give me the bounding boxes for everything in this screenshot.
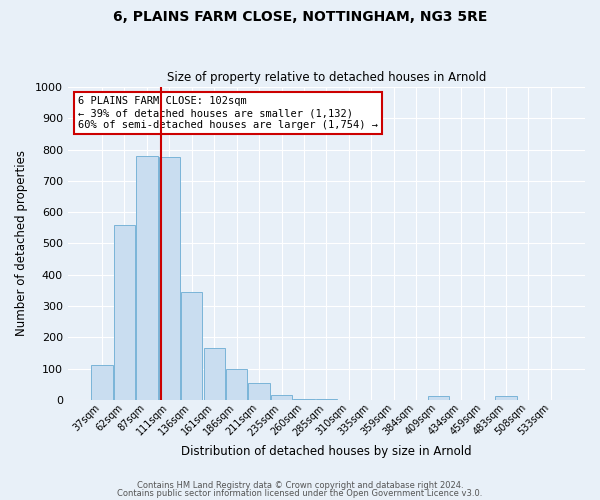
- Bar: [248, 382, 270, 400]
- Text: 6 PLAINS FARM CLOSE: 102sqm
← 39% of detached houses are smaller (1,132)
60% of : 6 PLAINS FARM CLOSE: 102sqm ← 39% of det…: [78, 96, 378, 130]
- Bar: [495, 396, 517, 400]
- Title: Size of property relative to detached houses in Arnold: Size of property relative to detached ho…: [167, 72, 486, 85]
- Bar: [181, 292, 202, 400]
- X-axis label: Distribution of detached houses by size in Arnold: Distribution of detached houses by size …: [181, 444, 472, 458]
- Text: Contains public sector information licensed under the Open Government Licence v3: Contains public sector information licen…: [118, 488, 482, 498]
- Text: 6, PLAINS FARM CLOSE, NOTTINGHAM, NG3 5RE: 6, PLAINS FARM CLOSE, NOTTINGHAM, NG3 5R…: [113, 10, 487, 24]
- Bar: [114, 224, 135, 400]
- Bar: [293, 399, 314, 400]
- Y-axis label: Number of detached properties: Number of detached properties: [15, 150, 28, 336]
- Bar: [226, 369, 247, 400]
- Bar: [316, 399, 337, 400]
- Bar: [136, 156, 158, 400]
- Bar: [428, 396, 449, 400]
- Bar: [203, 348, 225, 400]
- Bar: [271, 396, 292, 400]
- Text: Contains HM Land Registry data © Crown copyright and database right 2024.: Contains HM Land Registry data © Crown c…: [137, 481, 463, 490]
- Bar: [158, 158, 180, 400]
- Bar: [91, 364, 113, 400]
